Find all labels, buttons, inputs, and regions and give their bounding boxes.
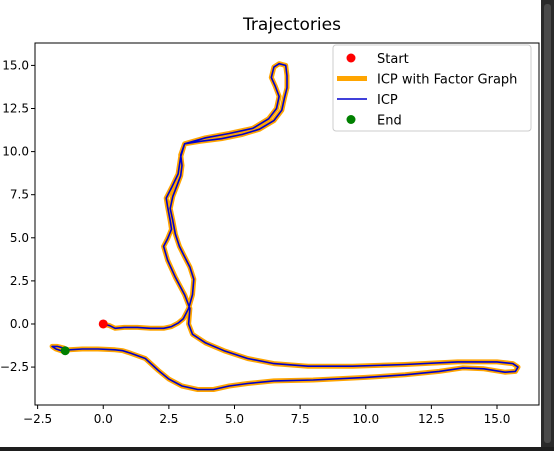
y-axis-ticks: −2.5 0.0 2.5 5.0 7.5 10.0 12.5 15.0 bbox=[0, 58, 35, 374]
x-tick-label: 2.5 bbox=[159, 412, 178, 426]
legend-icp-label: ICP bbox=[377, 93, 398, 108]
axes-border bbox=[34, 42, 540, 406]
y-tick-label: 0.0 bbox=[10, 317, 29, 331]
figure: Trajectories −2.5 0.0 2.5 5.0 7.5 10.0 12.5 15.… bbox=[0, 0, 541, 447]
axes-frame bbox=[34, 42, 540, 406]
x-tick-label: 10.0 bbox=[352, 412, 379, 426]
y-tick-label: 10.0 bbox=[2, 145, 29, 159]
legend-end-marker bbox=[346, 115, 356, 124]
series-layer bbox=[49, 61, 521, 392]
points-layer bbox=[60, 319, 108, 356]
x-tick-label: 12.5 bbox=[418, 412, 445, 426]
legend-start-label: Start bbox=[377, 52, 409, 67]
y-tick-label: 2.5 bbox=[10, 274, 29, 288]
start-point bbox=[98, 319, 108, 329]
legend-start-marker bbox=[346, 53, 356, 63]
legend-icp-factor-graph-label: ICP with Factor Graph bbox=[377, 73, 517, 88]
y-tick-label: 5.0 bbox=[10, 231, 29, 245]
x-tick-label: 15.0 bbox=[484, 412, 511, 426]
chart-title: Trajectories bbox=[242, 15, 341, 35]
x-tick-label: 5.0 bbox=[225, 412, 244, 426]
scrollbar-thumb[interactable] bbox=[544, 4, 551, 443]
y-tick-label: 15.0 bbox=[2, 58, 29, 72]
icp-line bbox=[51, 62, 519, 391]
legend-end-label: End bbox=[377, 114, 402, 129]
end-point bbox=[60, 346, 70, 356]
y-tick-label: 12.5 bbox=[2, 102, 29, 116]
x-axis-ticks: −2.5 0.0 2.5 5.0 7.5 10.0 12.5 15.0 bbox=[23, 405, 510, 426]
trajectory-chart: Trajectories −2.5 0.0 2.5 5.0 7.5 10.0 12.5 15.… bbox=[0, 15, 540, 426]
legend: Start ICP with Factor Graph ICP End bbox=[332, 44, 532, 132]
x-tick-label: 0.0 bbox=[94, 412, 113, 426]
x-tick-label: 7.5 bbox=[291, 412, 310, 426]
x-tick-label: −2.5 bbox=[23, 412, 52, 426]
y-tick-label: 7.5 bbox=[10, 188, 29, 202]
legend-box bbox=[332, 44, 532, 132]
y-tick-label: −2.5 bbox=[0, 360, 29, 374]
